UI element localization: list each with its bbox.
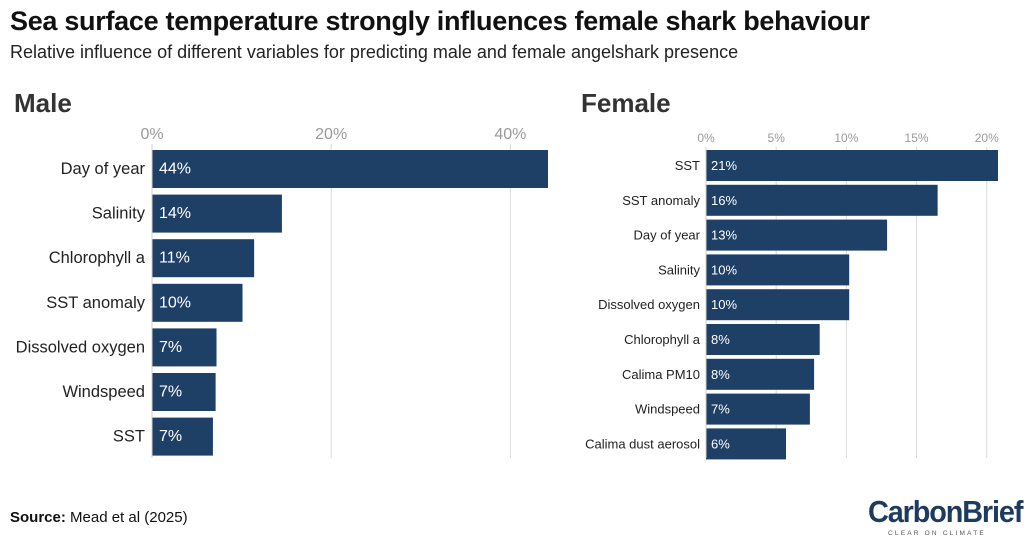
female-tick-label: 10% [834,131,858,145]
female-value-label: 6% [711,436,730,451]
male-value-label: 7% [159,339,182,356]
female-tick-label: 0% [697,131,715,145]
male-category-label: Dissolved oxygen [16,338,145,356]
female-value-label: 7% [711,402,730,417]
female-category-label: Calima dust aerosol [585,436,700,451]
female-bar [706,393,810,425]
female-bar [706,150,998,181]
logo-wordmark: CarbonBrief [868,494,1023,529]
charts-canvas: 0% 20% 40% Day of year 44% Salinity 14% Chlorop… [16,126,999,460]
female-chart: 0% 5% 10% 15% 20% SST 21% SST anomaly 16% Day of … [585,131,999,460]
male-bar [152,373,216,411]
female-tick-label: 20% [975,131,999,145]
female-bar [706,289,850,321]
female-bar [706,184,938,216]
male-value-label: 14% [159,205,191,222]
male-value-label: 11% [159,250,190,267]
female-bar [706,428,787,460]
male-bar [152,150,548,188]
male-category-label: Windspeed [62,383,145,401]
male-category-label: SST [113,428,145,446]
male-category-label: Day of year [61,160,146,178]
male-category-label: Chlorophyll a [49,249,146,267]
male-bar [152,194,282,233]
female-bar [706,219,888,251]
female-value-label: 10% [711,297,737,312]
logo-tagline: CLEAR ON CLIMATE [888,530,986,537]
male-value-label: 44% [159,161,191,178]
source-text: Mead et al (2025) [65,509,188,526]
female-category-label: Day of year [634,228,701,243]
female-tick-label: 5% [768,131,786,145]
male-category-label: Salinity [92,205,146,223]
male-value-label: 7% [159,428,182,445]
male-tick-label: 0% [140,126,163,143]
female-bar [706,358,815,390]
male-category-label: SST anomaly [46,294,145,312]
male-bar [152,239,255,278]
source-label: Source: [10,509,66,526]
female-value-label: 10% [711,262,737,277]
female-category-label: Dissolved oxygen [598,297,700,312]
male-bar [152,417,213,456]
female-value-label: 8% [711,332,730,347]
female-category-label: Windspeed [635,402,700,417]
female-tick-label: 15% [905,131,929,145]
female-value-label: 16% [711,193,737,208]
female-value-label: 13% [711,228,737,243]
male-tick-label: 40% [494,126,526,143]
female-value-label: 21% [711,158,737,173]
female-category-label: Salinity [658,262,700,277]
female-category-label: Calima PM10 [622,367,700,382]
male-bar [152,328,217,367]
male-value-label: 10% [159,294,191,311]
carbonbrief-logo: CarbonBrief CLEAR ON CLIMATE [868,494,1023,540]
male-panel-title: Male [14,88,72,118]
male-chart: 0% 20% 40% Day of year 44% Salinity 14% Chlorop… [16,126,548,458]
male-value-label: 7% [159,384,182,401]
chart-title: Sea surface temperature strongly influen… [10,6,870,36]
female-bar [706,254,850,286]
male-tick-label: 20% [315,126,347,143]
chart-subtitle: Relative influence of different variable… [10,42,739,62]
female-category-label: Chlorophyll a [624,332,701,347]
source-note: Source: Mead et al (2025) [10,509,188,526]
female-bar [706,324,820,355]
female-category-label: SST [675,158,700,173]
female-value-label: 8% [711,367,730,382]
female-panel-title: Female [581,88,671,118]
male-bar [152,283,243,322]
female-category-label: SST anomaly [622,193,700,208]
